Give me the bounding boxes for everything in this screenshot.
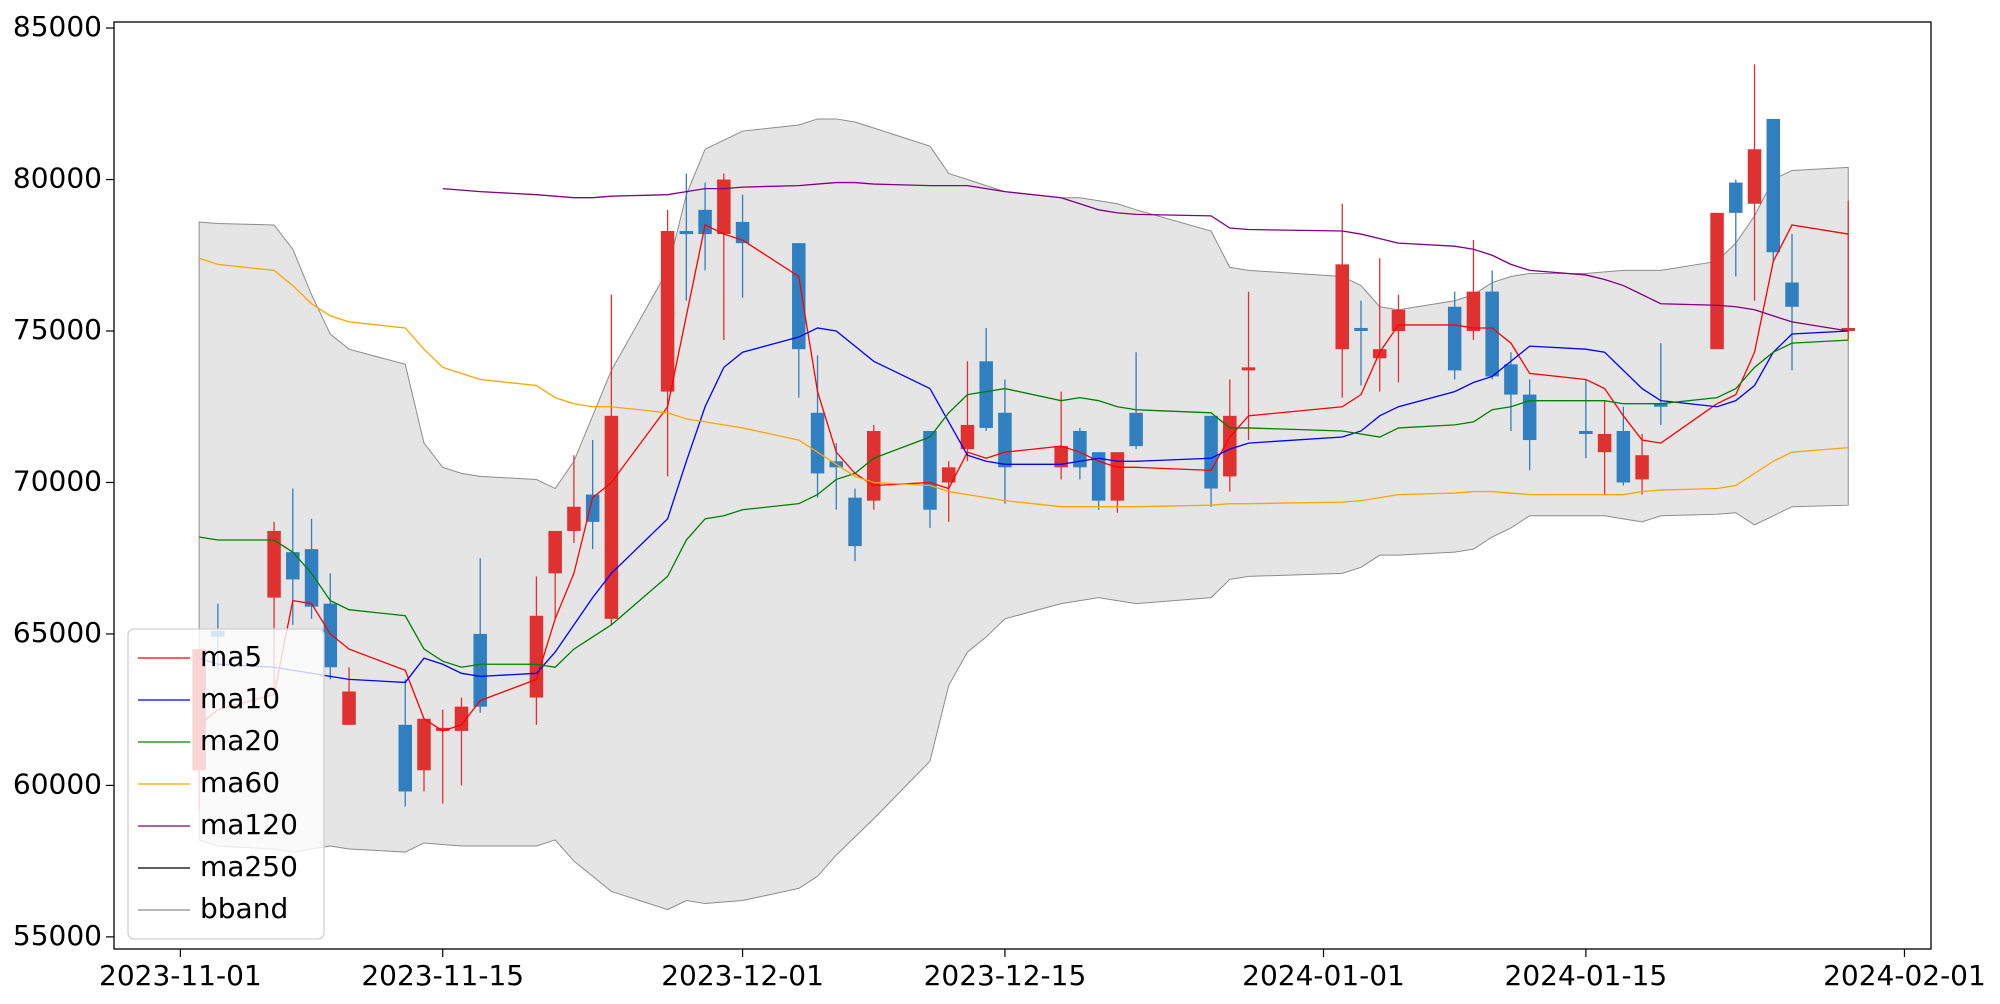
candle-body [1597,434,1612,453]
candle-body [1729,182,1743,213]
candle-body [454,706,469,731]
ma-line [198,327,1849,684]
legend-label: ma250 [200,850,298,883]
candle-body [286,552,300,580]
candle-body [867,430,881,501]
x-tick-label: 2023-11-15 [361,959,524,992]
candle-body [1710,212,1724,350]
candle-body [1841,327,1855,331]
candle-body [1447,306,1462,371]
candle-body [1110,452,1125,501]
x-tick-label: 2023-12-15 [924,959,1087,992]
ma-line [442,181,1849,332]
candle-body [548,530,562,574]
candle-body [848,497,862,547]
ma-line [199,339,1849,668]
x-tick-label: 2024-01-15 [1505,959,1668,992]
legend-label: ma60 [200,766,280,799]
candle-body [1635,455,1649,480]
candle-body [941,467,956,483]
ma-line [198,257,1849,508]
candle-body [1785,282,1799,307]
candle-body [1766,118,1781,253]
candle-body [1054,446,1068,468]
candle-body [660,231,675,392]
candle-body [717,179,731,235]
bband-area [198,118,1849,911]
candle-body [1223,415,1237,477]
y-tick-label: 80000 [13,162,102,195]
candle-body [417,718,431,771]
candle-body [1129,412,1143,447]
candle-body [323,603,338,668]
y-tick-label: 75000 [13,313,102,346]
candle-body [1654,403,1668,407]
candle-body [1091,452,1106,501]
candle-body [473,633,487,707]
legend-label: ma20 [200,724,280,757]
candle-body [1522,394,1537,441]
x-tick-label: 2023-12-01 [661,959,824,992]
candle-body [1073,430,1087,468]
candle-body [604,415,619,619]
candle-body [735,221,750,244]
x-tick-label: 2024-02-01 [1823,959,1986,992]
candle-body [1354,327,1368,331]
candle-body [1616,430,1631,483]
candle-body [267,530,281,598]
candle-body [679,231,694,235]
candle-body [960,424,975,450]
candle-body [567,506,581,531]
ma-line [198,224,1849,732]
candle-body [1466,291,1481,331]
candle-body [435,727,450,731]
candle-body [979,361,993,428]
candle-body [698,209,712,235]
legend-box [127,628,325,940]
candle-body [1391,309,1406,331]
candle-body [1485,291,1499,377]
y-tick-label: 60000 [13,767,102,800]
candle-body [923,430,937,510]
candle-body [342,691,356,725]
legend: ma5 ma10 ma20 ma60 ma120 ma250 bband [127,628,325,940]
candle-body [1579,430,1593,434]
y-tick-label: 70000 [13,464,102,497]
candle-body [398,724,412,792]
y-tick-label: 65000 [13,616,102,649]
y-tick-label: 85000 [13,10,102,43]
legend-label: bband [200,892,288,925]
legend-label: ma10 [200,682,280,715]
x-tick-label: 2023-11-01 [99,959,262,992]
candle-body [1504,364,1518,395]
candle-body [810,412,825,474]
candle-body [585,494,600,522]
candle-body [529,615,544,698]
plot-frame [113,21,1932,950]
candle-body [1204,415,1218,489]
candle-body [1241,367,1256,371]
y-tick-label: 55000 [13,919,102,952]
x-tick-label: 2024-01-01 [1242,959,1405,992]
candle-body [998,412,1012,468]
legend-label: ma5 [200,640,262,673]
candle-body [1335,264,1349,350]
legend-label: ma120 [200,808,298,841]
candle-body [304,549,319,607]
candle-body [792,243,806,350]
candle-body [1747,149,1762,204]
